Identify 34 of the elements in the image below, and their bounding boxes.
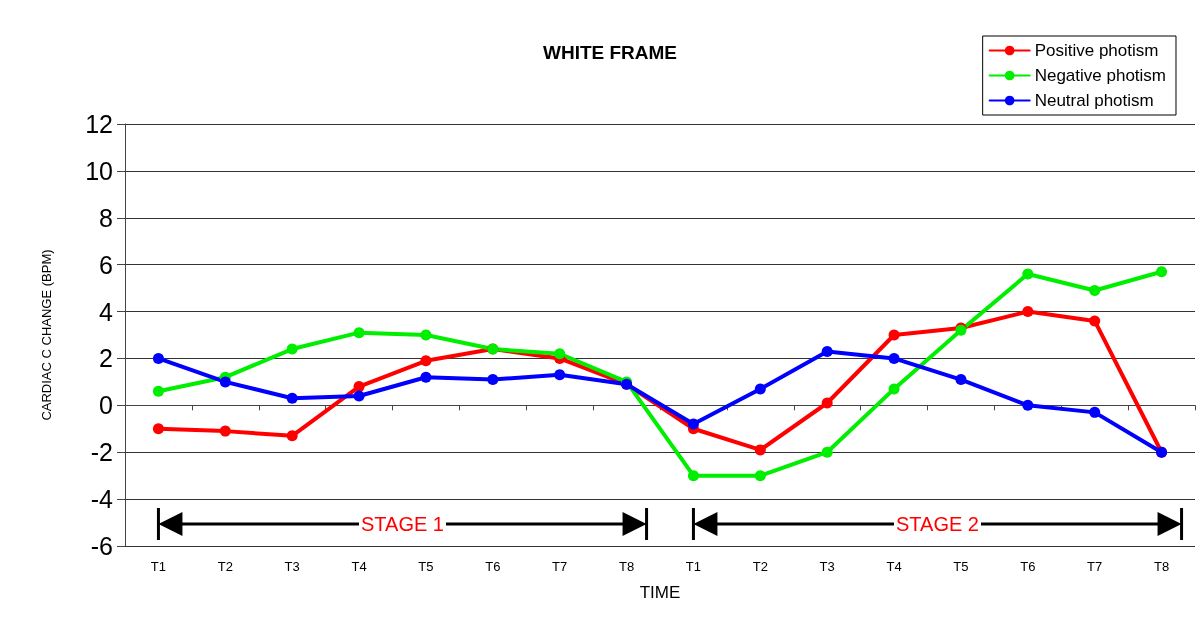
x-tick-label: T7 <box>552 559 568 574</box>
x-tick-label: T2 <box>217 559 233 574</box>
x-tick-label: T7 <box>1087 559 1103 574</box>
y-tick-label: 6 <box>99 250 113 279</box>
y-tick-label: -4 <box>90 485 114 514</box>
legend-label: Neutral photism <box>1034 91 1154 110</box>
x-tick-label: T4 <box>886 559 902 574</box>
x-tick-label: T5 <box>953 559 969 574</box>
y-axis-title: CARDIAC C CHANGE (BPM) <box>39 249 54 421</box>
x-tick-label: T2 <box>752 559 768 574</box>
x-tick-label: T1 <box>685 559 702 574</box>
y-tick-label: 0 <box>99 391 113 420</box>
x-tick-label: T1 <box>150 559 167 574</box>
y-tick-label: 8 <box>99 203 113 232</box>
x-tick-label: T6 <box>485 559 501 574</box>
x-tick-label: T3 <box>284 559 300 574</box>
annotation: STAGE 1 <box>361 513 444 535</box>
x-tick-label: T5 <box>418 559 434 574</box>
x-axis-title: TIME <box>639 583 681 602</box>
x-tick-label: T3 <box>819 559 835 574</box>
annotation: STAGE 2 <box>896 513 979 535</box>
y-tick-label: 10 <box>85 156 113 185</box>
x-tick-label: T6 <box>1020 559 1036 574</box>
y-tick-label: -6 <box>90 532 113 560</box>
legend-label: Positive photism <box>1034 41 1159 60</box>
y-tick-label: -2 <box>90 438 113 467</box>
legend-label: Negative photism <box>1034 66 1166 85</box>
y-tick-label: 4 <box>99 297 114 326</box>
x-tick-label: T8 <box>1153 559 1170 574</box>
y-tick-label: 12 <box>85 110 113 138</box>
x-tick-label: T8 <box>618 559 635 574</box>
y-tick-label: 2 <box>99 344 113 373</box>
x-tick-label: T4 <box>351 559 367 574</box>
chart-title: WHITE FRAME <box>542 42 678 63</box>
